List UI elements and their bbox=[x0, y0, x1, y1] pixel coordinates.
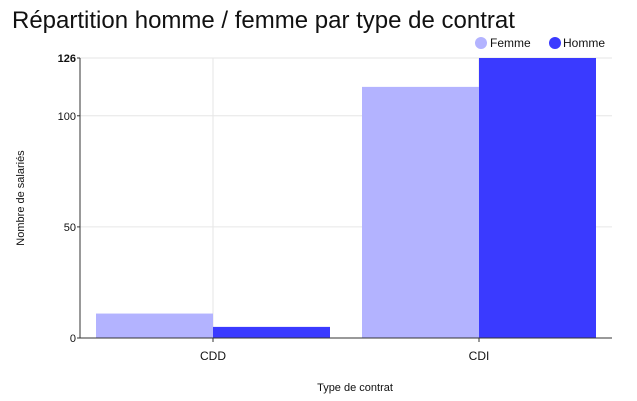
bar-homme-cdd[interactable] bbox=[213, 326, 330, 338]
bar-homme-cdi[interactable] bbox=[479, 58, 596, 338]
chart-title: Répartition homme / femme par type de co… bbox=[12, 7, 515, 34]
y-tick-labels: 0 50 100 126 bbox=[58, 53, 80, 345]
y-tick-label: 50 bbox=[64, 222, 76, 234]
bar-femme-cdi[interactable] bbox=[362, 86, 479, 338]
y-axis-title: Nombre de salariés bbox=[15, 150, 27, 246]
x-axis-title: Type de contrat bbox=[317, 382, 393, 394]
x-tick-label: CDI bbox=[469, 349, 490, 363]
legend-marker-homme bbox=[549, 37, 561, 49]
x-tick-label: CDD bbox=[200, 349, 226, 363]
legend-label-femme: Femme bbox=[490, 36, 531, 50]
legend-label-homme: Homme bbox=[563, 36, 605, 50]
legend: Femme Homme bbox=[475, 36, 605, 50]
bars bbox=[96, 58, 596, 338]
x-tick-labels: CDD CDI bbox=[200, 338, 489, 363]
y-tick-label: 126 bbox=[58, 53, 76, 65]
legend-marker-femme bbox=[475, 37, 487, 49]
y-tick-label: 0 bbox=[70, 333, 76, 345]
y-tick-label: 100 bbox=[58, 111, 76, 123]
bar-femme-cdd[interactable] bbox=[96, 313, 213, 338]
